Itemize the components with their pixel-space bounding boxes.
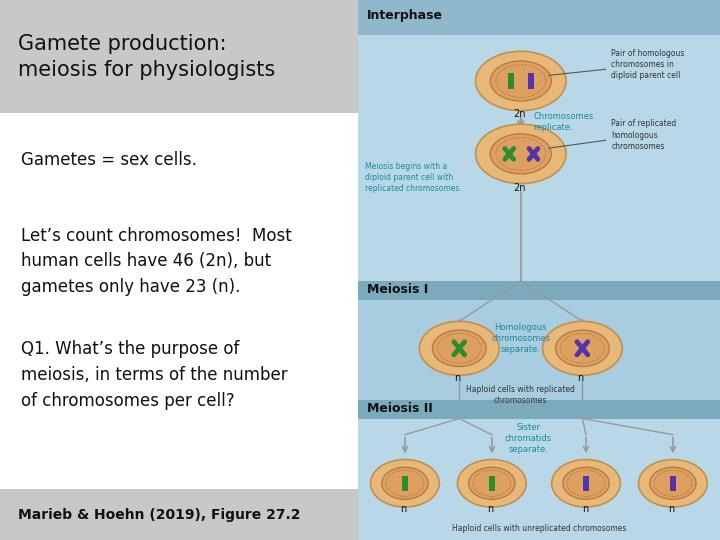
Bar: [508, 73, 514, 89]
Text: Marieb & Hoehn (2019), Figure 27.2: Marieb & Hoehn (2019), Figure 27.2: [18, 508, 300, 522]
Text: Pair of replicated
homologous
chromosomes: Pair of replicated homologous chromosome…: [549, 119, 677, 151]
Text: Haploid cells with unreplicated chromosomes: Haploid cells with unreplicated chromoso…: [451, 524, 626, 533]
Text: 2n: 2n: [513, 110, 526, 119]
Bar: [358, 281, 720, 300]
Bar: [583, 476, 589, 491]
Ellipse shape: [543, 321, 622, 375]
Bar: [358, 418, 720, 540]
Text: 2n: 2n: [513, 183, 526, 193]
Ellipse shape: [490, 134, 552, 174]
FancyBboxPatch shape: [0, 0, 358, 113]
Text: n: n: [577, 373, 583, 383]
Bar: [358, 35, 720, 281]
Text: Gamete production:
meiosis for physiologists: Gamete production: meiosis for physiolog…: [18, 34, 275, 79]
Text: Q1. What’s the purpose of
meiosis, in terms of the number
of chromosomes per cel: Q1. What’s the purpose of meiosis, in te…: [22, 340, 288, 410]
Ellipse shape: [475, 51, 566, 111]
Ellipse shape: [556, 330, 609, 367]
Text: Meiosis II: Meiosis II: [367, 402, 433, 415]
Bar: [528, 73, 534, 89]
Ellipse shape: [552, 460, 621, 507]
Bar: [402, 476, 408, 491]
Ellipse shape: [639, 460, 707, 507]
Text: Chromosomes
replicate.: Chromosomes replicate.: [534, 112, 594, 132]
Ellipse shape: [490, 61, 552, 101]
Ellipse shape: [475, 124, 566, 184]
Bar: [670, 476, 675, 491]
Text: Pair of homologous
chromosomes in
diploid parent cell: Pair of homologous chromosomes in diploi…: [549, 49, 685, 80]
Text: Gametes = sex cells.: Gametes = sex cells.: [22, 151, 197, 169]
Bar: [489, 476, 495, 491]
Text: n: n: [669, 504, 675, 514]
Bar: [358, 400, 720, 419]
Text: Interphase: Interphase: [367, 10, 443, 23]
Bar: [358, 0, 720, 35]
Bar: [358, 300, 720, 400]
Ellipse shape: [457, 460, 526, 507]
Text: Sister
chromatids
separate.: Sister chromatids separate.: [505, 422, 552, 454]
Ellipse shape: [649, 467, 696, 500]
Text: n: n: [487, 504, 494, 514]
FancyBboxPatch shape: [0, 489, 358, 540]
Ellipse shape: [469, 467, 515, 500]
Ellipse shape: [371, 460, 439, 507]
Ellipse shape: [563, 467, 609, 500]
Ellipse shape: [420, 321, 499, 375]
Text: Let’s count chromosomes!  Most
human cells have 46 (2n), but
gametes only have 2: Let’s count chromosomes! Most human cell…: [22, 227, 292, 296]
Text: n: n: [582, 504, 588, 514]
Text: n: n: [400, 504, 407, 514]
Text: Meiosis begins with a
diploid parent cell with
replicated chromosomes.: Meiosis begins with a diploid parent cel…: [365, 162, 462, 193]
Text: Homologous
chromosomes
separate.: Homologous chromosomes separate.: [491, 322, 550, 354]
Ellipse shape: [432, 330, 486, 367]
Text: Haploid cells with replicated
chromosomes: Haploid cells with replicated chromosome…: [467, 384, 575, 405]
Ellipse shape: [382, 467, 428, 500]
Text: n: n: [454, 373, 460, 383]
Text: Meiosis I: Meiosis I: [367, 283, 428, 296]
